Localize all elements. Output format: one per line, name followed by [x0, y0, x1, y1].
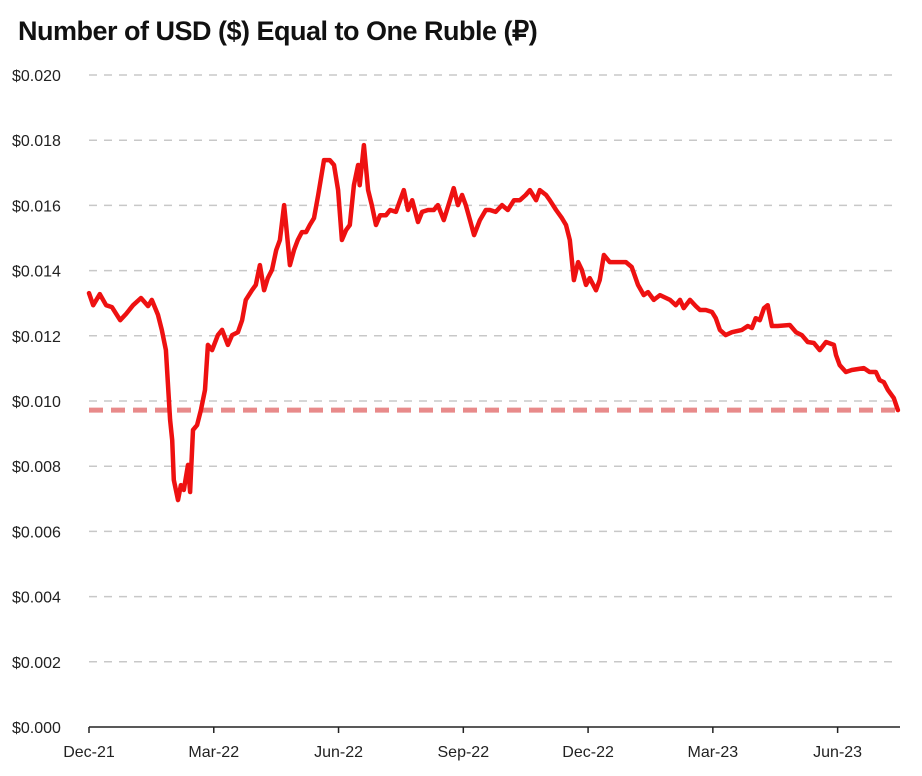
y-tick-label: $0.008: [12, 459, 61, 476]
chart-title: Number of USD ($) Equal to One Ruble (₽): [18, 16, 538, 46]
y-tick-label: $0.002: [12, 655, 61, 672]
y-tick-label: $0.014: [12, 264, 61, 281]
x-tick-label: Jun-22: [314, 744, 363, 761]
y-tick-label: $0.012: [12, 329, 61, 346]
x-tick-label: Mar-23: [688, 744, 739, 761]
series-line-usd-per-rub: [86, 142, 901, 503]
x-tick-label: Mar-22: [188, 744, 239, 761]
x-tick-label: Dec-21: [63, 744, 115, 761]
x-tick-label: Dec-22: [562, 744, 614, 761]
y-tick-label: $0.018: [12, 133, 61, 150]
y-tick-label: $0.006: [12, 524, 61, 541]
y-tick-label: $0.016: [12, 198, 61, 215]
y-tick-label: $0.000: [12, 720, 61, 737]
x-tick-label: Sep-22: [438, 744, 490, 761]
y-tick-label: $0.004: [12, 590, 61, 607]
x-tick-label: Jun-23: [813, 744, 862, 761]
y-tick-label: $0.010: [12, 394, 61, 411]
y-tick-label: $0.020: [12, 68, 61, 85]
